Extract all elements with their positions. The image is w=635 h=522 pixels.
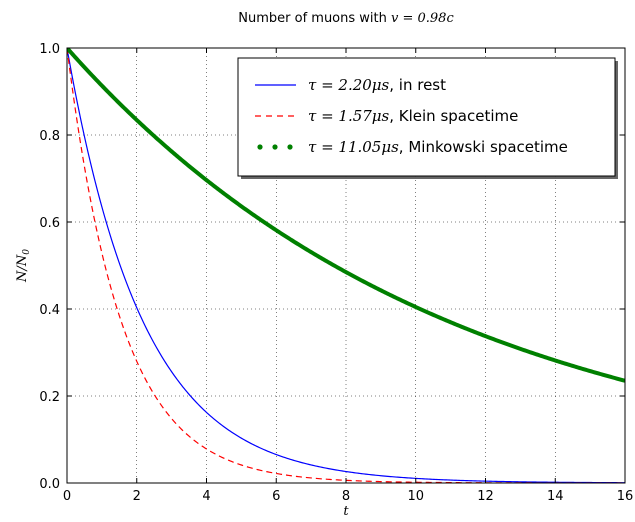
chart-title-text: Number of muons with <box>238 11 391 26</box>
x-tick-label: 6 <box>272 489 280 504</box>
y-tick-label: 0.4 <box>39 303 60 318</box>
legend-marker-2 <box>272 144 278 150</box>
x-tick-label: 8 <box>342 489 350 504</box>
legend-label-0: τ = 2.20μs, in rest <box>308 76 446 94</box>
series-line-2 <box>67 48 625 383</box>
legend-marker-2 <box>287 144 293 150</box>
x-tick-label: 2 <box>133 489 141 504</box>
y-tick-label: 0.0 <box>39 477 60 492</box>
chart-title: Number of muons with v = 0.98c <box>238 11 454 26</box>
legend-label-2: τ = 11.05μs, Minkowski spacetime <box>308 138 568 156</box>
y-tick-label: 0.2 <box>39 390 60 405</box>
legend-label-math-0: τ = 2.20μs <box>308 76 390 94</box>
legend-box <box>237 57 616 177</box>
x-axis-label: t <box>343 504 349 519</box>
x-tick-label: 4 <box>202 489 210 504</box>
x-tick-label: 16 <box>617 489 634 504</box>
x-tick-label: 14 <box>547 489 564 504</box>
legend-label-text-2: , Minkowski spacetime <box>399 138 568 156</box>
x-tick-label: 12 <box>477 489 494 504</box>
y-axis-label: N/N0 <box>15 249 32 283</box>
chart-title-math: v = 0.98c <box>391 11 454 26</box>
y-tick-label: 0.8 <box>39 129 60 144</box>
y-tick-label: 1.0 <box>39 42 60 57</box>
x-tick-label: 0 <box>63 489 71 504</box>
legend-label-text-0: , in rest <box>389 76 446 94</box>
legend-label-1: τ = 1.57μs, Klein spacetime <box>308 107 518 125</box>
legend-label-math-2: τ = 11.05μs <box>308 138 399 156</box>
y-axis-label-sub: 0 <box>22 249 32 255</box>
legend-label-text-1: , Klein spacetime <box>389 107 518 125</box>
series-line-0 <box>67 48 625 483</box>
y-tick-label: 0.6 <box>39 216 60 231</box>
y-axis-label-text: N/N <box>15 254 30 283</box>
legend-marker-2 <box>257 144 263 150</box>
legend-label-math-1: τ = 1.57μs <box>308 107 390 125</box>
x-tick-label: 10 <box>407 489 424 504</box>
